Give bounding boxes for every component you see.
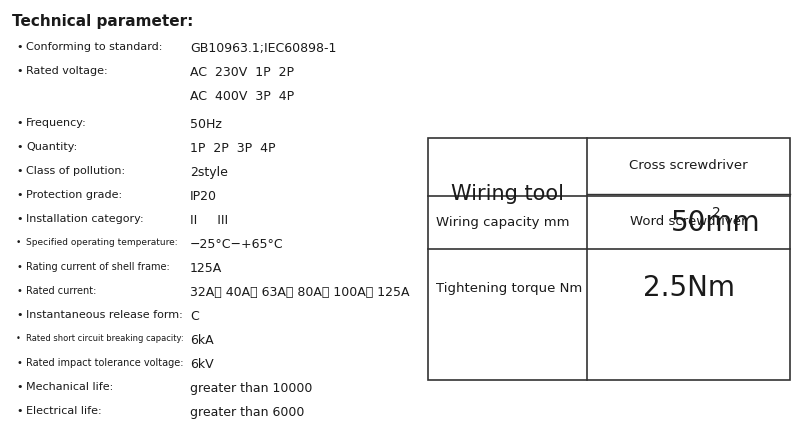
Text: Electrical life:: Electrical life:	[26, 406, 102, 416]
Text: 50mm: 50mm	[670, 209, 760, 237]
Text: •: •	[16, 166, 22, 176]
Text: II     III: II III	[190, 214, 228, 227]
Bar	[428, 138, 790, 380]
Text: AC  400V  3P  4P: AC 400V 3P 4P	[190, 90, 294, 103]
Text: Wiring tool: Wiring tool	[451, 184, 564, 204]
Text: IP20: IP20	[190, 190, 217, 203]
Text: AC  230V  1P  2P: AC 230V 1P 2P	[190, 66, 294, 79]
Text: •: •	[16, 406, 22, 416]
Text: greater than 6000: greater than 6000	[190, 406, 304, 419]
Text: Protection grade:: Protection grade:	[26, 190, 122, 200]
Text: •: •	[16, 214, 22, 224]
Text: GB10963.1;IEC60898-1: GB10963.1;IEC60898-1	[190, 42, 336, 55]
Text: •: •	[16, 66, 22, 76]
Text: Cross screwdriver: Cross screwdriver	[630, 159, 748, 173]
Text: Quantity:: Quantity:	[26, 142, 78, 152]
Text: Rated impact tolerance voltage:: Rated impact tolerance voltage:	[26, 358, 183, 368]
Text: 2: 2	[712, 206, 720, 220]
Text: greater than 10000: greater than 10000	[190, 382, 312, 395]
Text: Word screwdriver: Word screwdriver	[630, 215, 747, 228]
Text: •: •	[16, 334, 21, 343]
Text: •: •	[16, 382, 22, 392]
Text: •: •	[16, 142, 22, 152]
Text: Rated current:: Rated current:	[26, 286, 96, 296]
Text: Rated short circuit breaking capacity:: Rated short circuit breaking capacity:	[26, 334, 184, 343]
Text: Class of pollution:: Class of pollution:	[26, 166, 125, 176]
Text: Frequency:: Frequency:	[26, 118, 86, 128]
Text: 32A、 40A、 63A、 80A、 100A、 125A: 32A、 40A、 63A、 80A、 100A、 125A	[190, 286, 410, 299]
Text: C: C	[190, 310, 198, 323]
Text: Mechanical life:: Mechanical life:	[26, 382, 114, 392]
Text: 1P  2P  3P  4P: 1P 2P 3P 4P	[190, 142, 275, 155]
Text: •: •	[16, 358, 22, 368]
Text: 50Hz: 50Hz	[190, 118, 222, 131]
Text: •: •	[16, 310, 22, 320]
Text: Specified operating temperature:: Specified operating temperature:	[26, 238, 178, 247]
Text: •: •	[16, 262, 22, 272]
Text: •: •	[16, 42, 22, 52]
Text: •: •	[16, 286, 22, 296]
Text: −25°C−+65°C: −25°C−+65°C	[190, 238, 284, 251]
Text: 6kV: 6kV	[190, 358, 214, 371]
Text: •: •	[16, 118, 22, 128]
Text: 2style: 2style	[190, 166, 228, 179]
Text: •: •	[16, 190, 22, 200]
Text: Technical parameter:: Technical parameter:	[12, 14, 194, 29]
Text: 125A: 125A	[190, 262, 222, 275]
Text: Wiring capacity mm: Wiring capacity mm	[436, 216, 570, 229]
Text: Instantaneous release form:: Instantaneous release form:	[26, 310, 182, 320]
Text: Conforming to standard:: Conforming to standard:	[26, 42, 162, 52]
Text: Rated voltage:: Rated voltage:	[26, 66, 108, 76]
Text: 2.5Nm: 2.5Nm	[642, 274, 734, 302]
Text: Installation category:: Installation category:	[26, 214, 144, 224]
Text: Rating current of shell frame:: Rating current of shell frame:	[26, 262, 170, 272]
Text: 6kA: 6kA	[190, 334, 214, 347]
Text: •: •	[16, 238, 22, 247]
Text: Tightening torque Nm: Tightening torque Nm	[436, 282, 582, 294]
